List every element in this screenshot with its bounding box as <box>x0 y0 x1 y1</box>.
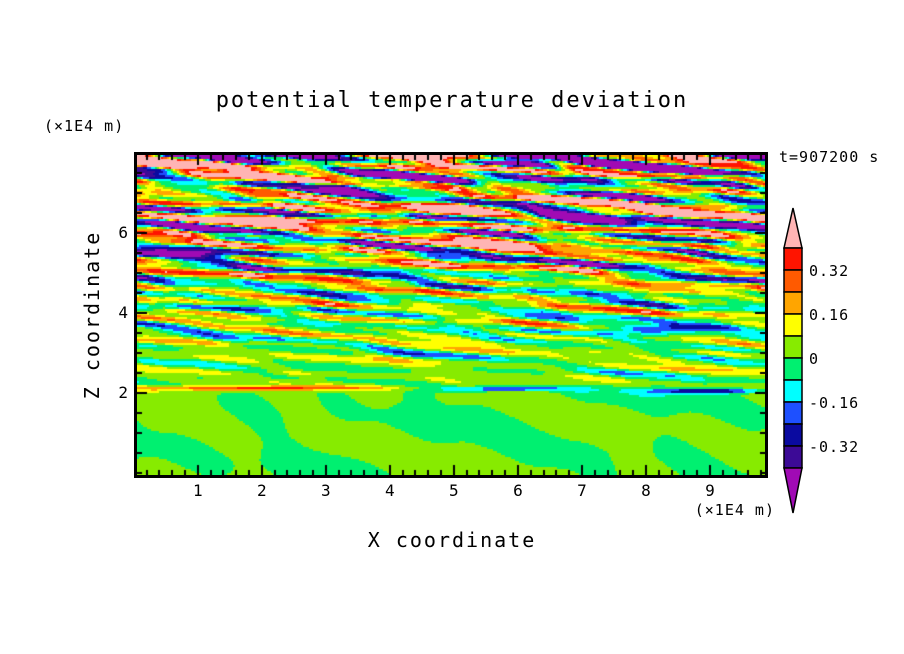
colorbar <box>783 207 803 514</box>
contour-field-canvas <box>137 155 765 475</box>
x-tick-label: 6 <box>513 481 523 500</box>
colorbar-segment <box>783 423 803 447</box>
colorbar-segment <box>783 445 803 469</box>
x-tick-label: 4 <box>385 481 395 500</box>
colorbar-tick-label: -0.16 <box>809 394 860 412</box>
x-tick-label: 9 <box>705 481 715 500</box>
colorbar-under-arrow <box>783 467 803 514</box>
x-axis-unit-label: (×1E4 m) <box>694 501 775 519</box>
colorbar-tick-label: 0.16 <box>809 306 850 324</box>
colorbar-over-arrow <box>783 207 803 249</box>
colorbar-segment <box>783 269 803 293</box>
x-tick-label: 8 <box>641 481 651 500</box>
colorbar-tick-label: 0 <box>809 350 820 368</box>
z-tick-label: 4 <box>118 303 128 322</box>
z-tick-label: 6 <box>118 223 128 242</box>
colorbar-segment <box>783 247 803 271</box>
x-tick-label: 7 <box>577 481 587 500</box>
x-tick-label: 5 <box>449 481 459 500</box>
z-tick-label: 2 <box>118 383 128 402</box>
time-annotation: t=907200 s <box>779 148 880 166</box>
x-tick-label: 3 <box>321 481 331 500</box>
x-tick-label: 2 <box>257 481 267 500</box>
colorbar-tick-label: 0.32 <box>809 262 850 280</box>
z-axis-unit-label: (×1E4 m) <box>44 117 125 135</box>
colorbar-tick-label: -0.32 <box>809 438 860 456</box>
colorbar-segment <box>783 313 803 337</box>
chart-title: potential temperature deviation <box>215 88 689 113</box>
x-tick-label: 1 <box>192 481 203 500</box>
colorbar-segment <box>783 401 803 425</box>
colorbar-segment <box>783 291 803 315</box>
colorbar-segment <box>783 335 803 359</box>
plot-area <box>134 152 768 478</box>
colorbar-segment <box>783 379 803 403</box>
colorbar-segment <box>783 357 803 381</box>
x-axis-title: X coordinate <box>367 528 537 552</box>
